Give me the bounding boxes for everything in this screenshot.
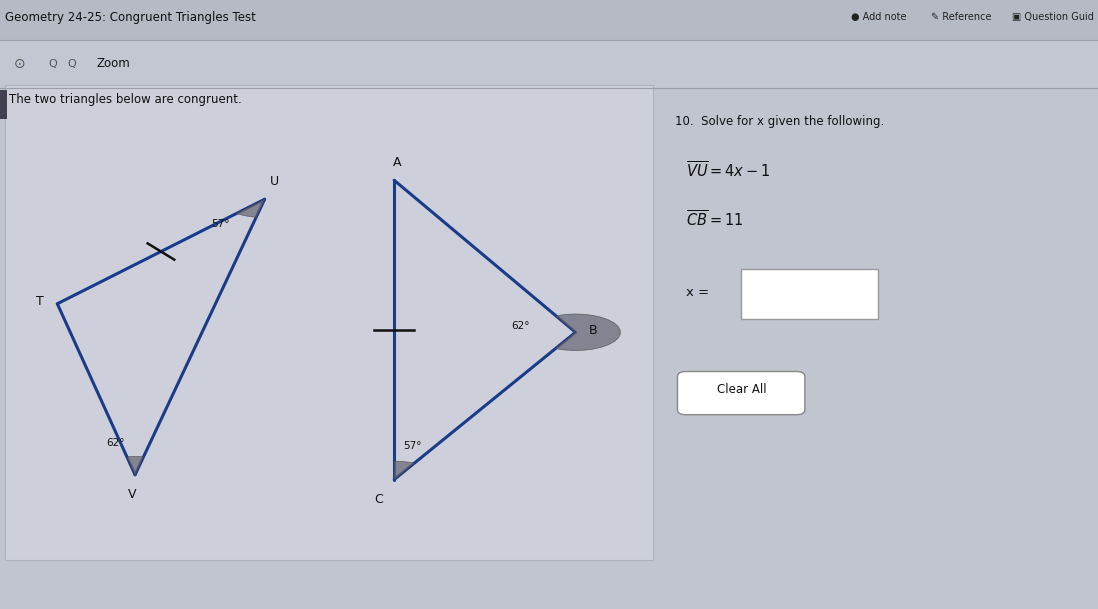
Text: U: U [270, 175, 279, 188]
Text: 62°: 62° [512, 321, 530, 331]
Text: Q: Q [48, 59, 57, 69]
FancyBboxPatch shape [677, 371, 805, 415]
Text: Geometry 24-25: Congruent Triangles Test: Geometry 24-25: Congruent Triangles Test [5, 10, 256, 24]
Text: 10.  Solve for x given the following.: 10. Solve for x given the following. [675, 115, 885, 128]
Text: x =: x = [686, 286, 709, 299]
Polygon shape [127, 457, 144, 475]
Text: $\overline{VU}$$= 4x - 1$: $\overline{VU}$$= 4x - 1$ [686, 160, 771, 181]
Text: 62°: 62° [107, 438, 124, 448]
Text: 57°: 57° [212, 219, 229, 228]
FancyBboxPatch shape [0, 0, 1098, 43]
Text: V: V [127, 488, 136, 501]
FancyBboxPatch shape [0, 41, 1098, 88]
Text: 57°: 57° [403, 441, 422, 451]
Text: Clear All: Clear All [717, 383, 768, 396]
Text: C: C [374, 493, 383, 506]
Polygon shape [394, 461, 414, 479]
Text: Q: Q [67, 59, 76, 69]
Text: A: A [393, 157, 402, 169]
Text: Zoom: Zoom [97, 57, 131, 71]
Text: The two triangles below are congruent.: The two triangles below are congruent. [9, 93, 242, 107]
Polygon shape [236, 199, 265, 217]
Text: $\overline{CB}$$= 11$: $\overline{CB}$$= 11$ [686, 209, 743, 230]
Text: T: T [36, 295, 44, 308]
Polygon shape [556, 314, 620, 351]
Text: B: B [589, 324, 597, 337]
Text: ✎ Reference: ✎ Reference [931, 12, 991, 22]
Text: ● Add note: ● Add note [851, 12, 907, 22]
Text: ⊙: ⊙ [14, 57, 25, 71]
FancyBboxPatch shape [741, 269, 878, 319]
Text: ▣ Question Guid: ▣ Question Guid [1012, 12, 1095, 22]
FancyBboxPatch shape [0, 90, 7, 119]
FancyBboxPatch shape [5, 85, 653, 560]
